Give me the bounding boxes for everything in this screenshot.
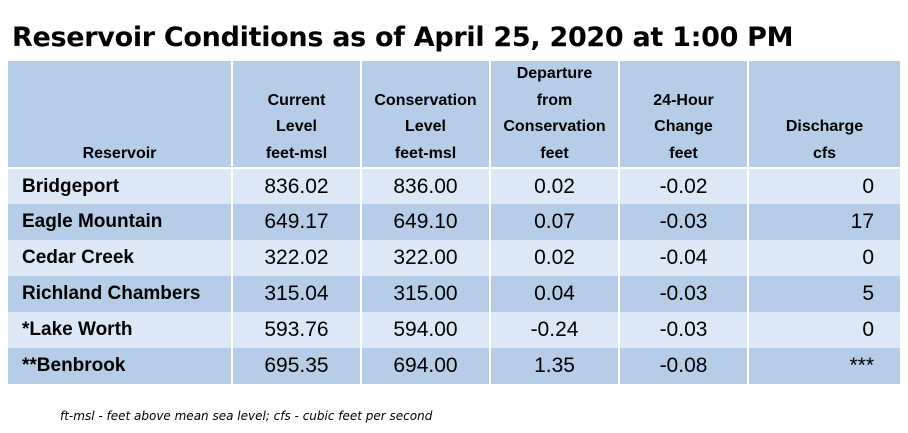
conservation-level-value: 322.00: [361, 240, 491, 276]
header-label-line: 24-Hour: [653, 91, 714, 109]
reservoir-table: Reservoir Current Level feet-msl Conserv…: [8, 61, 900, 384]
header-units: feet: [540, 144, 569, 162]
footnote: ft-msl - feet above mean sea level; cfs …: [60, 409, 433, 423]
conservation-level-value: 694.00: [361, 348, 491, 384]
table-row: Eagle Mountain 649.17 649.10 0.07 -0.03 …: [8, 204, 900, 240]
discharge-value: ***: [748, 348, 900, 384]
header-units: feet-msl: [265, 144, 328, 162]
header-reservoir: Reservoir: [8, 61, 233, 168]
current-level-value: 649.17: [232, 204, 362, 240]
discharge-value: 0: [748, 312, 900, 348]
conservation-level-value: 836.00: [361, 167, 491, 204]
change-value: -0.03: [619, 276, 749, 312]
header-label-line: Change: [654, 118, 713, 135]
table-row: Cedar Creek 322.02 322.00 0.02 -0.04 0: [8, 240, 900, 276]
discharge-value: 17: [748, 204, 900, 240]
table-row: **Benbrook 695.35 694.00 1.35 -0.08 ***: [8, 348, 900, 384]
header-departure: Departure from Conservation feet: [490, 61, 620, 168]
conservation-level-value: 649.10: [361, 204, 491, 240]
table-header-row: Reservoir Current Level feet-msl Conserv…: [8, 61, 900, 168]
change-value: -0.08: [619, 348, 749, 384]
header-label-line: from: [536, 91, 573, 109]
current-level-value: 593.76: [232, 312, 362, 348]
discharge-value: 5: [748, 276, 900, 312]
departure-value: 1.35: [490, 348, 620, 384]
change-value: -0.03: [619, 312, 749, 348]
table-row: Richland Chambers 315.04 315.00 0.04 -0.…: [8, 276, 900, 312]
header-label-line: Departure: [516, 65, 593, 82]
header-units: cfs: [812, 144, 837, 162]
change-value: -0.03: [619, 204, 749, 240]
change-value: -0.04: [619, 240, 749, 276]
departure-value: 0.02: [490, 167, 620, 204]
header-current-level: Current Level feet-msl: [232, 61, 362, 168]
header-conservation-level: Conservation Level feet-msl: [361, 61, 491, 168]
reservoir-name: *Lake Worth: [8, 312, 233, 348]
header-label-line: Conservation: [374, 91, 477, 109]
departure-value: 0.04: [490, 276, 620, 312]
departure-value: 0.02: [490, 240, 620, 276]
table-row: Bridgeport 836.02 836.00 0.02 -0.02 0: [8, 167, 900, 204]
table-row: *Lake Worth 593.76 594.00 -0.24 -0.03 0: [8, 312, 900, 348]
reservoir-name: Bridgeport: [8, 167, 233, 204]
discharge-value: 0: [748, 167, 900, 204]
current-level-value: 322.02: [232, 240, 362, 276]
change-value: -0.02: [619, 167, 749, 204]
discharge-value: 0: [748, 240, 900, 276]
header-label-line: Level: [276, 118, 317, 135]
header-label-line: Discharge: [785, 118, 864, 135]
conservation-level-value: 315.00: [361, 276, 491, 312]
reservoir-name: Cedar Creek: [8, 240, 233, 276]
header-label-line: Reservoir: [82, 144, 157, 162]
header-label-line: Conservation: [503, 118, 606, 135]
header-label-line: Current: [267, 91, 326, 109]
header-discharge: Discharge cfs: [748, 61, 900, 168]
reservoir-name: **Benbrook: [8, 348, 233, 384]
current-level-value: 836.02: [232, 167, 362, 204]
header-units: feet: [669, 144, 698, 162]
current-level-value: 695.35: [232, 348, 362, 384]
departure-value: 0.07: [490, 204, 620, 240]
current-level-value: 315.04: [232, 276, 362, 312]
page-title: Reservoir Conditions as of April 25, 202…: [12, 22, 794, 53]
header-units: feet-msl: [394, 144, 457, 162]
departure-value: -0.24: [490, 312, 620, 348]
conservation-level-value: 594.00: [361, 312, 491, 348]
reservoir-name: Eagle Mountain: [8, 204, 233, 240]
header-label-line: Level: [405, 118, 446, 135]
reservoir-name: Richland Chambers: [8, 276, 233, 312]
header-24-hour-change: 24-Hour Change feet: [619, 61, 749, 168]
